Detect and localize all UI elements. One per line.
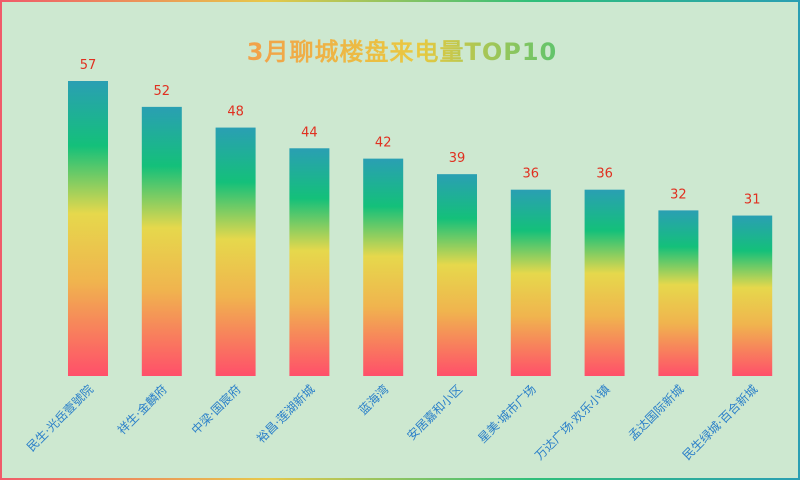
value-label-7: 36 (523, 167, 540, 182)
value-label-8: 36 (596, 167, 613, 182)
value-label-1: 57 (80, 58, 97, 73)
category-label-9: 孟达国际新城 (625, 382, 687, 444)
value-label-9: 32 (670, 187, 687, 202)
bar-3 (215, 127, 256, 376)
category-label-4: 裕昌·莲湖新城 (253, 382, 317, 446)
value-label-3: 48 (227, 105, 244, 120)
bar-1 (68, 81, 108, 376)
category-label-7: 星美·城市广场 (475, 382, 539, 446)
bar-9 (658, 210, 699, 376)
chart-title: 3月聊城楼盘来电量TOP10 (2, 32, 800, 67)
value-label-6: 39 (449, 151, 466, 166)
bar-2 (141, 106, 182, 376)
bar-4 (289, 148, 330, 376)
category-label-2: 祥生·金麟府 (114, 382, 170, 438)
category-label-6: 安居嘉和小区 (404, 382, 466, 444)
value-label-5: 42 (375, 136, 392, 151)
category-label-8: 万达广场·欢乐小镇 (532, 382, 613, 463)
category-label-1: 民生·光岳壹號院 (24, 382, 96, 454)
bar-5 (363, 158, 404, 376)
bar-10 (732, 215, 773, 376)
category-label-10: 民生绿城·百合新城 (679, 382, 760, 463)
bar-7 (510, 189, 551, 376)
value-label-4: 44 (301, 125, 318, 140)
value-label-2: 52 (154, 84, 171, 99)
value-label-10: 31 (744, 193, 761, 208)
category-label-3: 中梁·国宸府 (188, 382, 244, 438)
category-label-5: 蓝海湾 (355, 382, 391, 418)
bar-8 (584, 189, 625, 376)
bar-6 (437, 174, 477, 376)
